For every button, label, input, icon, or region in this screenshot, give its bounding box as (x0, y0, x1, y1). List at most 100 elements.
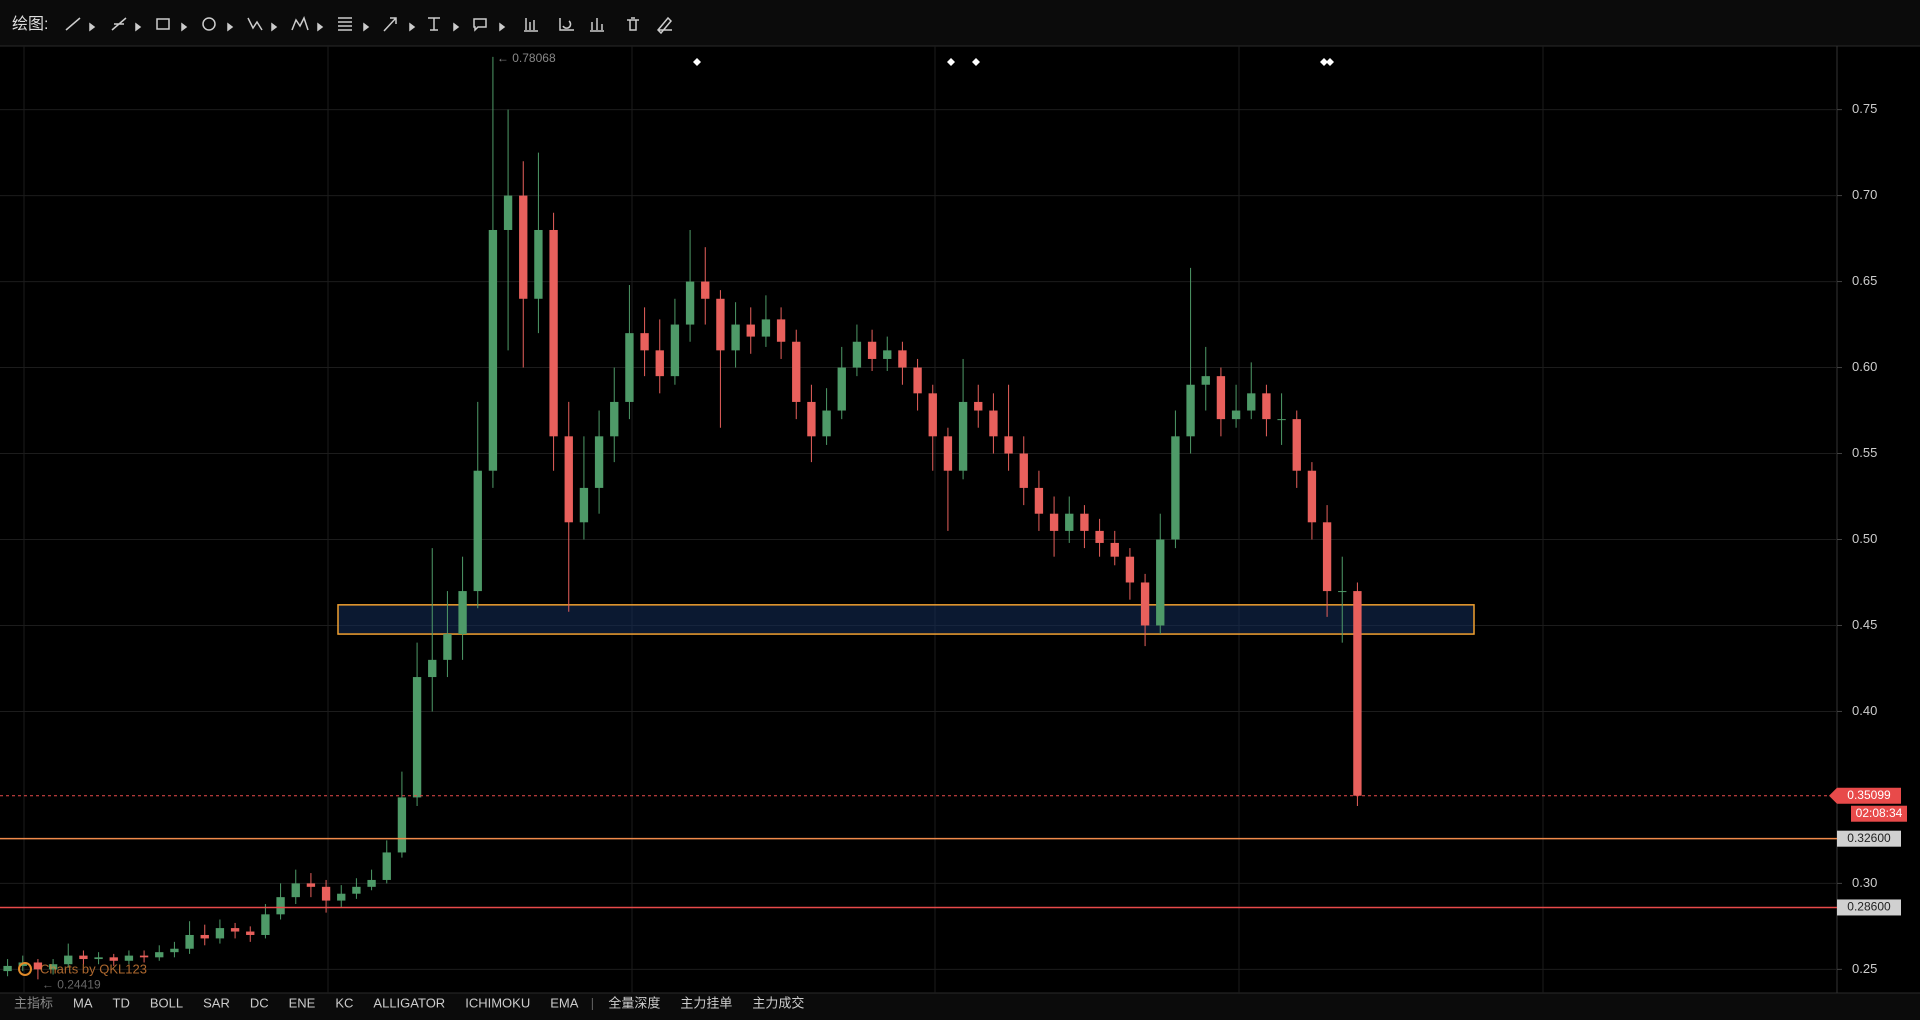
tool-bars[interactable] (524, 18, 538, 32)
event-marker[interactable] (1320, 58, 1328, 66)
event-marker[interactable] (693, 58, 701, 66)
candle-body (943, 436, 953, 471)
candle-body (170, 948, 179, 953)
candle-body (913, 367, 922, 394)
tool-dropdown[interactable] (135, 22, 142, 32)
tool-dropdown[interactable] (181, 22, 188, 32)
tool-fib[interactable] (338, 17, 352, 31)
tool-brush[interactable] (656, 16, 673, 35)
tool-dropdown[interactable] (89, 22, 96, 32)
candle-body (898, 350, 907, 368)
tool-measure[interactable] (559, 18, 574, 31)
toolbar-icons (65, 16, 673, 35)
tool-dropdown[interactable] (499, 22, 506, 32)
tool-wave[interactable] (247, 17, 263, 31)
indicator-tab[interactable]: EMA (550, 995, 579, 1010)
indicator-tab[interactable]: ALLIGATOR (373, 995, 445, 1010)
candle-body (792, 341, 801, 402)
candle-body (1140, 582, 1150, 626)
tool-range[interactable] (590, 18, 604, 32)
candle-body (185, 934, 194, 949)
candle-body (579, 487, 589, 523)
indicator-tab[interactable]: BOLL (150, 995, 183, 1010)
indicator-tab[interactable]: 主指标 (14, 995, 53, 1010)
indicator-tab[interactable]: KC (335, 995, 353, 1010)
event-marker[interactable] (947, 58, 955, 66)
candle-body (291, 883, 300, 898)
candle-body (200, 934, 209, 939)
event-marker[interactable] (972, 58, 980, 66)
tool-dropdown[interactable] (409, 22, 416, 32)
toolbar-label: 绘图: (12, 15, 48, 33)
candle-body (867, 341, 877, 359)
candle-body (306, 883, 316, 887)
candle-body (367, 879, 376, 887)
candle-body (685, 281, 695, 325)
tab-bar (0, 993, 1920, 1020)
candle-body (1353, 591, 1362, 796)
y-tick-label: 0.65 (1852, 273, 1877, 288)
candle-body (640, 333, 649, 351)
candle-body (79, 955, 88, 960)
indicator-tab[interactable]: MA (73, 995, 93, 1010)
candle-body (1247, 393, 1256, 411)
tool-circle[interactable] (202, 17, 216, 31)
candle-body (761, 319, 771, 337)
price-line-tag (1837, 830, 1901, 847)
indicator-tab[interactable]: 全量深度 (608, 995, 660, 1010)
candle-body (837, 367, 846, 411)
tool-rect[interactable] (156, 18, 170, 30)
support-zone (337, 604, 1475, 635)
candle-body (852, 341, 862, 368)
y-tick-label: 0.55 (1852, 445, 1877, 460)
tool-text[interactable] (428, 17, 440, 31)
candle-body (883, 350, 892, 359)
candle-body (276, 897, 285, 915)
y-tick-label: 0.45 (1852, 617, 1877, 632)
indicator-tab[interactable]: SAR (203, 995, 230, 1010)
indicator-tab[interactable]: ENE (289, 995, 316, 1010)
tool-dropdown[interactable] (317, 22, 324, 32)
tool-line[interactable] (65, 17, 81, 31)
candle-body (337, 893, 346, 901)
candle-body (701, 281, 710, 299)
tool-note[interactable] (473, 18, 487, 32)
indicator-tab[interactable]: TD (113, 995, 130, 1010)
candle-body (549, 229, 558, 437)
candle-body (1156, 539, 1165, 626)
candle-body (33, 962, 43, 970)
tool-channel[interactable] (111, 17, 127, 31)
event-marker[interactable] (1326, 58, 1334, 66)
y-tick-label: 0.40 (1852, 703, 1877, 718)
candle-body (3, 965, 12, 972)
indicator-tab[interactable]: 主力挂单 (680, 995, 732, 1010)
y-tick-label: 0.30 (1852, 875, 1877, 890)
candle-body (261, 914, 270, 935)
indicator-tab[interactable]: DC (250, 995, 269, 1010)
candle-body (746, 324, 755, 337)
grid (0, 46, 1837, 993)
price-line-label: 0.28600 (1847, 900, 1891, 914)
tool-dropdown[interactable] (271, 22, 278, 32)
high-marker: ← 0.78068 (497, 51, 556, 65)
tool-dropdown[interactable] (227, 22, 234, 32)
indicator-tab[interactable]: 主力成交 (752, 995, 804, 1010)
tool-dropdown[interactable] (453, 22, 460, 32)
candle-body (382, 852, 391, 880)
candle-body (321, 886, 331, 901)
tool-arrow[interactable] (383, 17, 397, 32)
candle-body (670, 324, 680, 377)
candle-body (1095, 530, 1104, 543)
tabs: 主指标 MA TD BOLL SAR DC ENE KC ALLIGATOR ICHIMOKU EM… (14, 995, 804, 1010)
indicator-tab[interactable]: ICHIMOKU (465, 995, 530, 1010)
candle-body (1231, 410, 1241, 420)
price-axis: 0.25 0.30 0.40 0.45 0.50 0.55 0.60 0.65 0.70 0.75… (1829, 101, 1907, 976)
tool-delete[interactable] (627, 17, 639, 31)
tool-dropdown[interactable] (363, 22, 370, 32)
candle-body (246, 931, 255, 935)
candle-body (594, 436, 604, 488)
candle-body (503, 195, 513, 230)
toolbar (0, 0, 1920, 46)
tool-pattern[interactable] (291, 16, 309, 31)
y-tick-label: 0.75 (1852, 101, 1877, 116)
